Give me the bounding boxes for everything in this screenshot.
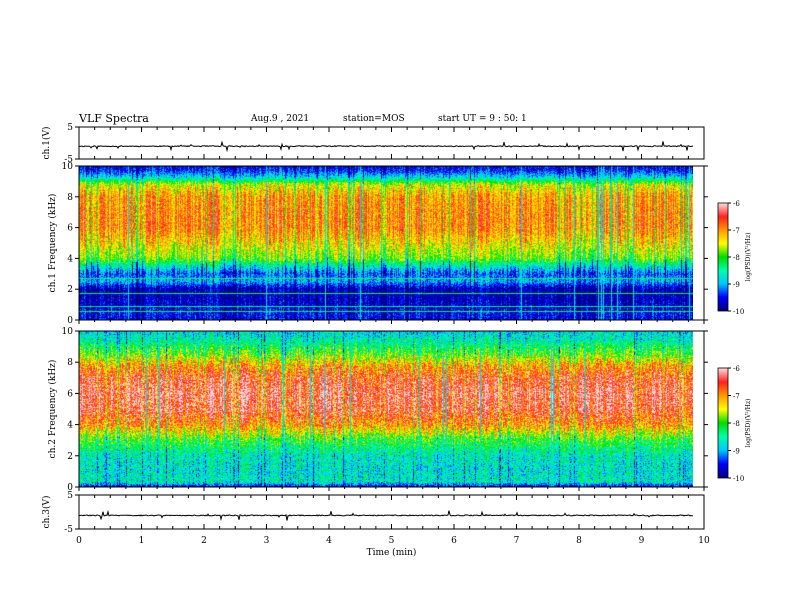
ch1-spectrogram-colorbar-tick-label: -9 xyxy=(733,281,740,289)
figure-station: station=MOS xyxy=(343,114,405,124)
ch2-spectrogram-ytick-label: 8 xyxy=(67,358,73,368)
ch3-waveform-panel: 5 -5 ch.3(V) xyxy=(41,491,705,535)
figure-date: Aug.9 , 2021 xyxy=(251,114,310,124)
ch2-spectrogram-ylabel: ch.2 Frequency (kHz) xyxy=(47,360,58,459)
ch1-spectrogram-ytick-label: 6 xyxy=(67,224,73,234)
ch3-waveform-ylabel: ch.3(V) xyxy=(41,496,52,529)
ch1-waveform-ytick-label: -5 xyxy=(64,155,73,165)
figure-title: VLF Spectra xyxy=(79,112,149,125)
ch1-spectrogram-ytick-label: 0 xyxy=(67,316,73,326)
x-tick-label: 7 xyxy=(514,536,520,546)
ch1-waveform-trace xyxy=(78,140,694,153)
ch3-waveform-ytick-label: 5 xyxy=(67,491,73,501)
ch3-waveform-trace xyxy=(78,509,694,522)
x-tick-label: 1 xyxy=(139,536,145,546)
x-tick-label: 3 xyxy=(264,536,270,546)
x-tick-label: 6 xyxy=(451,536,457,546)
ch1-spectrogram-heatmap xyxy=(79,166,693,320)
ch1-waveform-panel: 5 -5 ch.1(V) xyxy=(41,123,705,165)
ch1-spectrogram-colorbar-label: log(PSD)(V²/Hz) xyxy=(745,233,752,282)
ch1-spectrogram-ytick-label: 2 xyxy=(67,285,73,295)
ch1-spectrogram-colorbar-tick-label: -7 xyxy=(733,227,740,235)
ch2-spectrogram-ytick-label: 2 xyxy=(67,452,73,462)
x-tick-label: 4 xyxy=(326,536,332,546)
x-tick-label: 9 xyxy=(639,536,645,546)
ch1-spectrogram-panel: 0 2 4 6 8 10 ch.1 Frequency (kHz) -6 -7 -8 -9 -10 lo… xyxy=(47,162,752,326)
ch1-waveform-frame xyxy=(78,126,705,160)
ch2-spectrogram-colorbar-tick-label: -8 xyxy=(733,420,740,428)
ch2-spectrogram-ytick-label: 10 xyxy=(62,327,74,337)
x-tick-label: 8 xyxy=(576,536,582,546)
ch1-spectrogram-colorbar-tick-label: -6 xyxy=(733,200,740,208)
ch1-waveform-ylabel: ch.1(V) xyxy=(41,127,52,160)
ch2-spectrogram-colorbar-label: log(PSD)(V²/Hz) xyxy=(745,399,752,448)
x-tick-label: 0 xyxy=(76,536,82,546)
x-axis-label: Time (min) xyxy=(367,547,417,558)
ch1-spectrogram-ytick-label: 4 xyxy=(67,254,73,264)
ch2-spectrogram-heatmap xyxy=(79,331,693,487)
ch1-spectrogram-ytick-label: 8 xyxy=(67,193,73,203)
ch3-waveform-ytick-label: -5 xyxy=(64,525,73,535)
ch2-spectrogram-colorbar-tick-label: -6 xyxy=(733,365,740,373)
ch2-spectrogram-colorbar xyxy=(718,368,728,478)
ch3-waveform-frame xyxy=(78,494,705,530)
ch2-spectrogram-ytick-label: 0 xyxy=(67,483,73,493)
x-tick-label: 5 xyxy=(389,536,395,546)
ch1-spectrogram-ytick-label: 10 xyxy=(62,162,74,172)
ch1-spectrogram-colorbar-tick-label: -8 xyxy=(733,254,740,262)
ch2-spectrogram-colorbar-tick-label: -10 xyxy=(733,475,744,483)
ch2-spectrogram-panel: 0 2 4 6 8 10 ch.2 Frequency (kHz) -6 -7 -8 -9 -10 lo… xyxy=(47,327,752,493)
ch2-spectrogram-ytick-label: 4 xyxy=(67,421,73,431)
ch2-spectrogram-ytick-label: 6 xyxy=(67,389,73,399)
x-tick-label: 10 xyxy=(698,536,710,546)
ch2-spectrogram-colorbar-tick-label: -7 xyxy=(733,393,740,401)
ch1-waveform-ytick-label: 5 xyxy=(67,123,73,133)
ch1-spectrogram-colorbar-tick-label: -10 xyxy=(733,308,744,316)
x-tick-label: 2 xyxy=(201,536,207,546)
figure-start-time: start UT = 9 : 50: 1 xyxy=(438,114,527,124)
ch2-spectrogram-colorbar-tick-label: -9 xyxy=(733,448,740,456)
ch1-spectrogram-colorbar xyxy=(718,203,728,311)
ch1-spectrogram-ylabel: ch.1 Frequency (kHz) xyxy=(47,194,58,293)
